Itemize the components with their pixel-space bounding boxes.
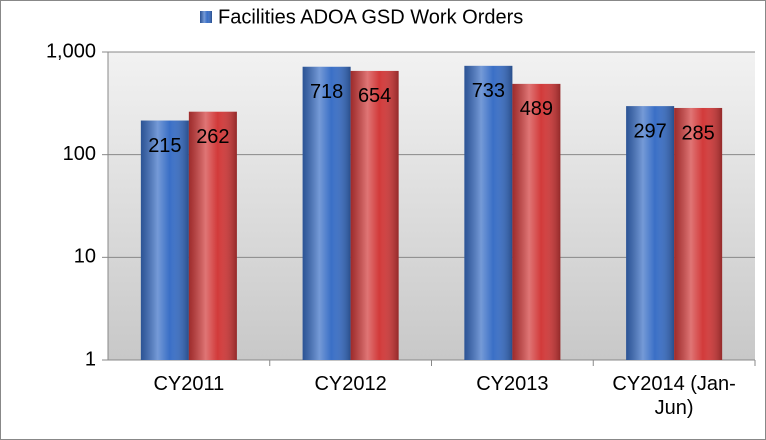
y-tick-label: 100 — [63, 143, 96, 165]
x-tick-label-box: CY2011 — [153, 373, 225, 395]
bar-shade — [302, 66, 351, 360]
bar-shade — [350, 70, 399, 360]
y-tick-label: 1 — [85, 348, 96, 370]
y-tick-label: 1,000 — [46, 40, 96, 62]
x-tick-label-box: CY2014 (Jan-Jun) — [612, 373, 736, 419]
bar-shade — [188, 111, 237, 360]
x-tick-label-box: CY2013 — [476, 373, 549, 395]
bar-shade — [512, 83, 561, 361]
y-tick-label: 10 — [74, 246, 96, 268]
data-label: 733 — [472, 80, 505, 102]
bar-shade — [674, 107, 723, 360]
bar-shade — [464, 65, 513, 360]
legend-label: Facilities ADOA GSD Work Orders — [218, 6, 523, 28]
x-tick-label: CY2012 — [314, 373, 387, 395]
bar-shade — [140, 120, 189, 360]
data-label: 297 — [633, 120, 666, 142]
bar-shade — [626, 106, 675, 360]
data-label: 262 — [196, 126, 229, 148]
data-label: 215 — [148, 135, 181, 157]
x-tick-label: CY2013 — [476, 373, 549, 395]
data-label: 654 — [358, 85, 391, 107]
x-tick-label: CY2011 — [153, 373, 225, 395]
x-tick-label-box: CY2012 — [314, 373, 387, 395]
data-label: 489 — [520, 98, 553, 120]
data-label: 718 — [310, 81, 343, 103]
x-tick-label: CY2014 (Jan-Jun) — [612, 373, 736, 419]
data-label: 285 — [681, 122, 714, 144]
legend-swatch-shade — [200, 11, 212, 23]
